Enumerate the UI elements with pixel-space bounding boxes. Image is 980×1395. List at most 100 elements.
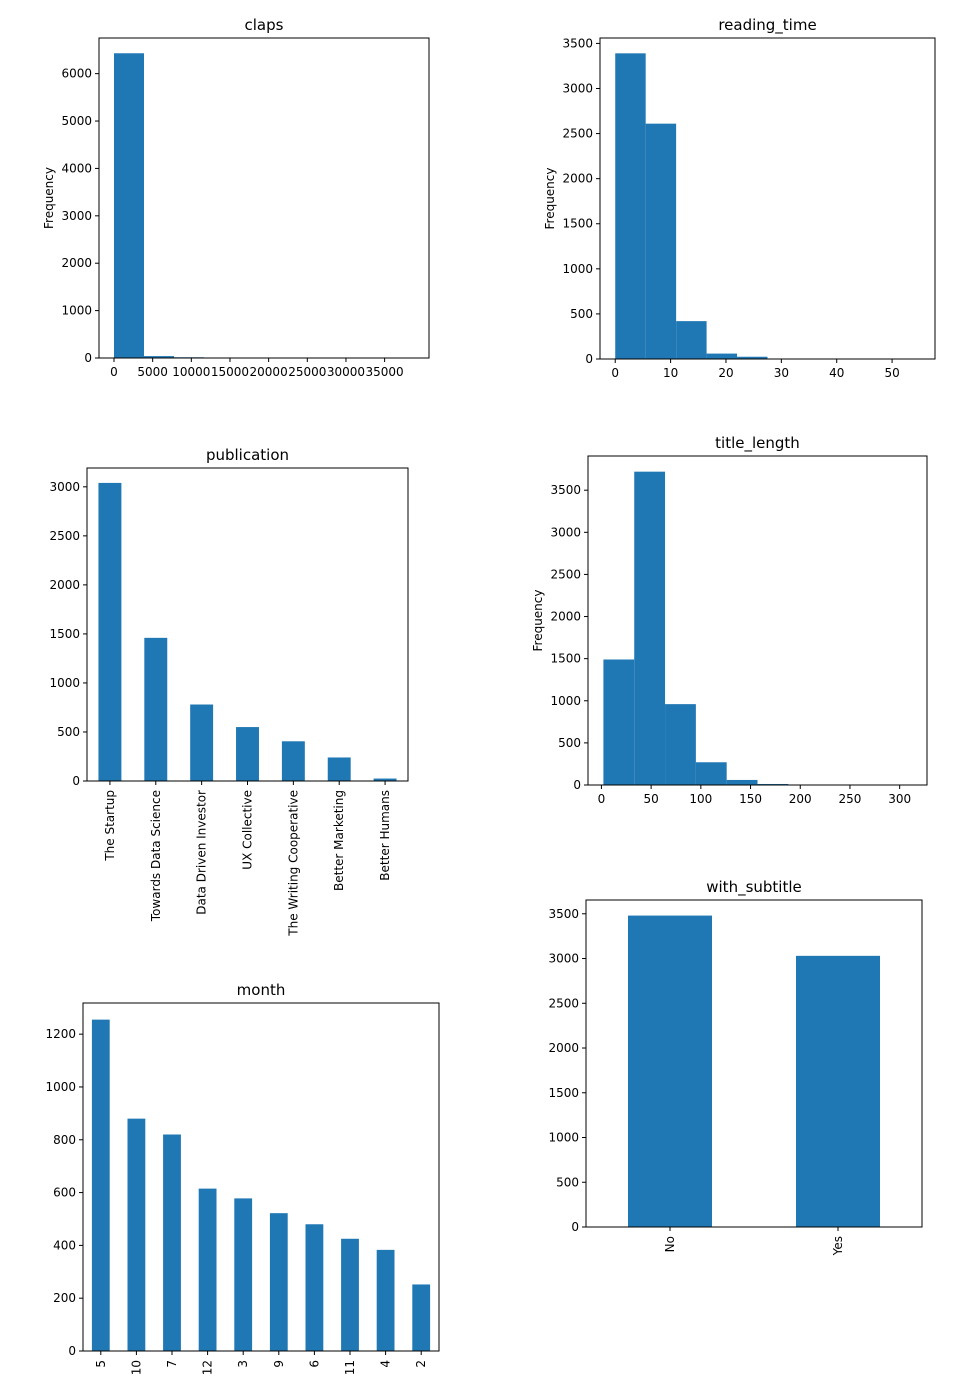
title_length-axes-frame (587, 455, 928, 786)
reading_time-ytick-label-0: 0 (585, 352, 593, 366)
with_subtitle-ytick-label-6: 3000 (548, 952, 579, 966)
month-xtick-label-2: 7 (165, 1360, 179, 1368)
month-ytick-label-2: 400 (53, 1238, 76, 1252)
publication-ytick-label-2: 1000 (49, 676, 80, 690)
month-bar-6 (305, 1224, 324, 1351)
claps-axes-frame (98, 37, 430, 359)
publication-xtick-label-5: Better Marketing (332, 790, 346, 891)
month-xtick-label-4: 3 (236, 1360, 250, 1368)
publication-xtick-label-2: Data Driven Investor (195, 790, 209, 915)
month-xtick-label-3: 12 (201, 1360, 215, 1375)
claps-ytick-label-1: 1000 (61, 304, 92, 318)
month-bar-1 (127, 1118, 146, 1351)
reading_time-xtick-label-2: 20 (718, 366, 733, 380)
claps-xtick-label-6: 30000 (327, 365, 365, 379)
publication-ytick-label-5: 2500 (49, 529, 80, 543)
title_length-ytick-label-1: 500 (558, 736, 581, 750)
reading_time-ytick-label-7: 3500 (562, 36, 593, 50)
month-axes-frame (82, 1002, 440, 1352)
title_length-xtick-label-1: 50 (643, 792, 658, 806)
month-bar-8 (376, 1249, 395, 1351)
claps-xtick-label-3: 15000 (211, 365, 249, 379)
month-xtick-label-7: 11 (343, 1360, 357, 1375)
month-bar-5 (269, 1213, 288, 1351)
publication-bar-5 (327, 757, 351, 781)
claps-xtick-label-5: 25000 (288, 365, 326, 379)
reading_time-ytick-label-3: 1500 (562, 217, 593, 231)
month-ytick-label-5: 1000 (45, 1080, 76, 1094)
title_length-bar-0 (603, 659, 635, 785)
claps-xtick-label-1: 5000 (137, 365, 168, 379)
reading_time-y-axis-label: Frequency (543, 168, 557, 230)
publication-ytick-label-0: 0 (72, 774, 80, 788)
month-xtick-label-0: 5 (94, 1360, 108, 1368)
month-chart-title: month (237, 981, 286, 999)
claps-bar-1 (144, 356, 174, 358)
claps-y-axis-label: Frequency (42, 167, 56, 229)
claps-xtick-label-4: 20000 (250, 365, 288, 379)
reading_time-xtick-label-1: 10 (663, 366, 678, 380)
publication-ytick-label-3: 1500 (49, 627, 80, 641)
title_length-xtick-label-4: 200 (789, 792, 812, 806)
month-ytick-label-4: 800 (53, 1133, 76, 1147)
with_subtitle-ytick-label-0: 0 (571, 1220, 579, 1234)
publication-xtick-label-6: Better Humans (378, 790, 392, 881)
title_length-xtick-label-0: 0 (598, 792, 606, 806)
publication-xtick-label-4: The Writing Cooperative (286, 790, 300, 937)
month-ytick-label-0: 0 (68, 1344, 76, 1358)
claps-ytick-label-2: 2000 (61, 256, 92, 270)
title_length-ytick-label-5: 2500 (550, 567, 581, 581)
reading_time-xtick-label-5: 50 (884, 366, 899, 380)
with_subtitle-bar-1 (796, 955, 880, 1227)
reading_time-ytick-label-6: 3000 (562, 81, 593, 95)
reading_time-xtick-label-4: 40 (829, 366, 844, 380)
month-xtick-label-9: 2 (414, 1360, 428, 1368)
month-xtick-label-6: 6 (307, 1360, 321, 1368)
reading_time-bar-1 (645, 123, 677, 359)
claps-xtick-label-0: 0 (110, 365, 118, 379)
claps-ytick-label-4: 4000 (61, 161, 92, 175)
claps-xtick-label-7: 35000 (366, 365, 404, 379)
publication-xtick-label-3: UX Collective (241, 790, 255, 870)
with_subtitle-bar-0 (628, 915, 712, 1227)
title_length-xtick-label-3: 150 (739, 792, 762, 806)
with_subtitle-axes-frame (585, 899, 923, 1228)
with_subtitle-ytick-label-4: 2000 (548, 1041, 579, 1055)
reading_time-axes-frame (599, 37, 936, 360)
claps-ytick-label-6: 6000 (61, 67, 92, 81)
publication-bar-0 (98, 482, 122, 781)
with_subtitle-ytick-label-3: 1500 (548, 1086, 579, 1100)
reading_time-ytick-label-5: 2500 (562, 127, 593, 141)
reading_time-ytick-label-2: 1000 (562, 262, 593, 276)
month-ytick-label-6: 1200 (45, 1027, 76, 1041)
publication-xtick-label-1: Towards Data Science (149, 790, 163, 922)
with_subtitle-ytick-label-1: 500 (556, 1175, 579, 1189)
title_length-bar-4 (726, 779, 758, 785)
month-bar-2 (163, 1134, 181, 1351)
reading_time-ytick-label-1: 500 (570, 307, 593, 321)
title_length-chart-title: title_length (715, 434, 800, 453)
chart-with_subtitle: 0 500 1000 1500 2000 2500 3000 3500 No Yes with_su… (548, 878, 923, 1256)
reading_time-xtick-label-3: 30 (774, 366, 789, 380)
claps-bar-0 (114, 53, 144, 358)
reading_time-bar-4 (737, 356, 768, 359)
with_subtitle-xtick-label-1: Yes (831, 1236, 845, 1256)
chart-reading_time: 0 500 1000 1500 2000 2500 3000 3500 0 10 20 30 40 50 r… (543, 16, 936, 380)
month-bar-9 (412, 1284, 431, 1351)
with_subtitle-ytick-label-7: 3500 (548, 907, 579, 921)
title_length-xtick-label-6: 300 (888, 792, 911, 806)
month-xtick-label-5: 9 (272, 1360, 286, 1368)
reading_time-bar-0 (615, 53, 646, 359)
month-xtick-label-8: 4 (379, 1360, 393, 1368)
title_length-xtick-label-2: 100 (689, 792, 712, 806)
month-ytick-label-1: 200 (53, 1291, 76, 1305)
with_subtitle-xtick-label-0: No (663, 1236, 677, 1252)
claps-chart-title: claps (245, 16, 284, 34)
month-ytick-label-3: 600 (53, 1186, 76, 1200)
claps-ytick-label-0: 0 (84, 351, 92, 365)
publication-bar-6 (373, 778, 397, 781)
title_length-xtick-label-5: 250 (839, 792, 862, 806)
claps-xtick-label-2: 10000 (172, 365, 210, 379)
month-xtick-label-1: 10 (129, 1360, 143, 1375)
